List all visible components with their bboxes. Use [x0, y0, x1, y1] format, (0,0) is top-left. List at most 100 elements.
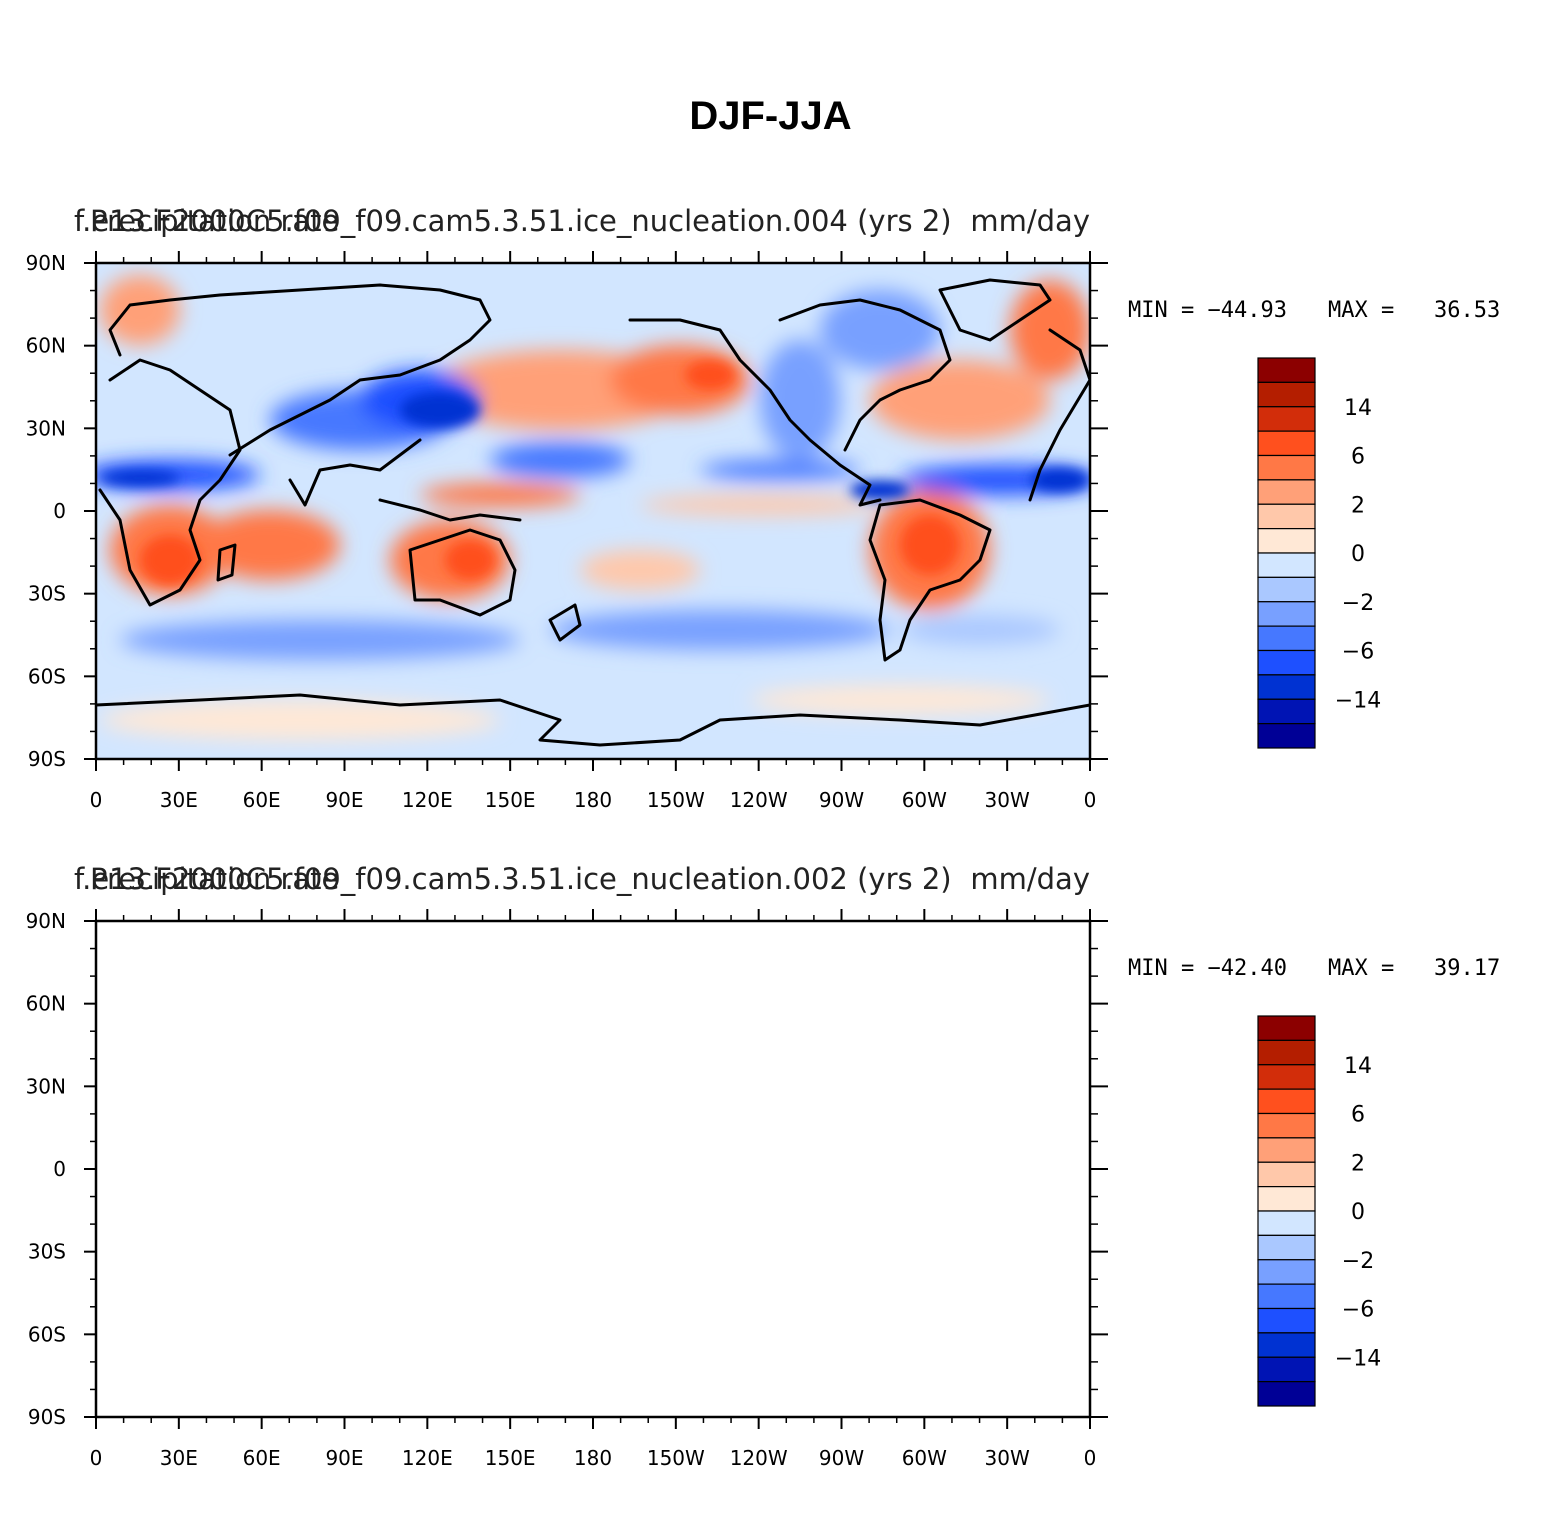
- colorbar-label: 6: [1351, 1103, 1365, 1128]
- panel-title-left: f.e13.F2000C5.f09_f09.cam5.3.51.ice_nucl…: [74, 204, 952, 238]
- max-value: MAX = 39.17: [1328, 956, 1500, 981]
- x-tick-label: 30W: [985, 788, 1030, 812]
- colorbar: 14 6 2 0 −2 −6 −14: [1257, 1015, 1381, 1407]
- precip-field: [80, 921, 1100, 1417]
- panel-title-overlay: Precipitation rate: [90, 862, 339, 896]
- colorbar-label: 14: [1344, 396, 1372, 421]
- coastlines: [96, 938, 1090, 1403]
- colorbar-cell: [1257, 1307, 1316, 1334]
- panel-bottom: 0 30E 60E 90E 120E 150E 180 150W 120W 90W 60W 30W 0 …: [26, 862, 1501, 1470]
- x-tick-label: 0: [1084, 1446, 1097, 1470]
- colorbar-cell: [1257, 1381, 1316, 1407]
- colorbar: 14 6 2 0 −2 −6 −14: [1257, 357, 1381, 749]
- colorbar-cell: [1257, 674, 1316, 700]
- colorbar-cell: [1257, 1332, 1316, 1358]
- colorbar-label: −14: [1335, 1346, 1381, 1371]
- y-tick-label: 90S: [28, 1405, 66, 1429]
- colorbar-cell: [1257, 381, 1316, 408]
- y-tick-label: 60S: [28, 1322, 66, 1346]
- colorbar-cell: [1257, 1088, 1316, 1115]
- colorbar-cell: [1257, 1210, 1316, 1236]
- x-tick-label: 150W: [647, 788, 705, 812]
- precip-field: [96, 263, 1090, 759]
- x-tick-label: 90E: [325, 788, 363, 812]
- y-tick-label: 30S: [28, 582, 66, 606]
- colorbar-cell: [1257, 503, 1316, 530]
- y-tick-label: 0: [53, 1157, 66, 1181]
- x-tick-label: 150W: [647, 1446, 705, 1470]
- colorbar-cell: [1257, 1137, 1316, 1163]
- panel-title-left: f.e13.F2000C5.f09_f09.cam5.3.51.ice_nucl…: [74, 862, 952, 896]
- colorbar-label: −2: [1342, 1249, 1374, 1274]
- y-tick-label: 90S: [28, 747, 66, 771]
- x-tick-label: 180: [574, 788, 612, 812]
- x-tick-label: 30W: [985, 1446, 1030, 1470]
- y-tick-labels: 90N 60N 30N 0 30S 60S 90S: [26, 251, 66, 771]
- x-tick-label: 90E: [325, 1446, 363, 1470]
- x-tick-label: 180: [574, 1446, 612, 1470]
- x-tick-label: 0: [1084, 788, 1097, 812]
- panel-units: mm/day: [970, 862, 1090, 896]
- colorbar-cell: [1257, 552, 1316, 578]
- y-tick-label: 30S: [28, 1240, 66, 1264]
- colorbar-cell: [1257, 1161, 1316, 1188]
- x-tick-label: 60W: [902, 1446, 947, 1470]
- colorbar-label: 14: [1344, 1054, 1372, 1079]
- axis-ticks: [84, 909, 1108, 1429]
- colorbar-cell: [1257, 1234, 1316, 1261]
- colorbar-cell: [1257, 406, 1316, 432]
- x-tick-label: 90W: [819, 788, 864, 812]
- x-tick-label: 60E: [243, 788, 281, 812]
- y-tick-label: 60S: [28, 664, 66, 688]
- coastlines: [96, 278, 1090, 747]
- colorbar-cell: [1257, 454, 1316, 481]
- colorbar-cell: [1257, 430, 1316, 457]
- min-value: MIN = −44.93: [1128, 298, 1287, 323]
- panel-title-overlay: Precipitation rate: [90, 204, 339, 238]
- colorbar-cell: [1257, 625, 1316, 652]
- x-tick-label: 30E: [160, 1446, 198, 1470]
- y-tick-label: 60N: [26, 334, 66, 358]
- colorbar-cell: [1257, 1064, 1316, 1090]
- x-tick-label: 0: [90, 788, 103, 812]
- max-value: MAX = 36.53: [1328, 298, 1500, 323]
- colorbar-label: −14: [1335, 688, 1381, 713]
- x-tick-label: 90W: [819, 1446, 864, 1470]
- colorbar-cell: [1257, 576, 1316, 603]
- x-tick-label: 150E: [485, 1446, 536, 1470]
- x-tick-label: 120W: [730, 1446, 788, 1470]
- y-tick-label: 90N: [26, 909, 66, 933]
- colorbar-cell: [1257, 649, 1316, 676]
- colorbar-cell: [1257, 1283, 1316, 1310]
- colorbar-cell: [1257, 357, 1316, 383]
- colorbar-label: 6: [1351, 445, 1365, 470]
- x-tick-labels: 0 30E 60E 90E 120E 150E 180 150W 120W 90W 60W 30W 0: [90, 788, 1097, 812]
- colorbar-cell: [1257, 1112, 1316, 1139]
- colorbar-label: 2: [1351, 493, 1365, 518]
- colorbar-label: −6: [1342, 640, 1374, 665]
- x-tick-label: 120E: [402, 1446, 453, 1470]
- x-tick-label: 60E: [243, 1446, 281, 1470]
- x-tick-labels: 0 30E 60E 90E 120E 150E 180 150W 120W 90W 60W 30W 0: [90, 1446, 1097, 1470]
- panel-units: mm/day: [970, 204, 1090, 238]
- x-tick-label: 60W: [902, 788, 947, 812]
- colorbar-cell: [1257, 601, 1316, 627]
- y-tick-label: 60N: [26, 992, 66, 1016]
- min-value: MIN = −42.40: [1128, 956, 1287, 981]
- colorbar-cell: [1257, 479, 1316, 505]
- y-tick-label: 30N: [26, 1074, 66, 1098]
- colorbar-cell: [1257, 1186, 1316, 1212]
- colorbar-label: 0: [1351, 542, 1365, 567]
- colorbar-label: 2: [1351, 1151, 1365, 1176]
- colorbar-cell: [1257, 723, 1316, 749]
- colorbar-cell: [1257, 1356, 1316, 1383]
- x-tick-label: 30E: [160, 788, 198, 812]
- y-tick-label: 30N: [26, 416, 66, 440]
- colorbar-label: −2: [1342, 591, 1374, 616]
- colorbar-label: 0: [1351, 1200, 1365, 1225]
- x-tick-label: 0: [90, 1446, 103, 1470]
- colorbar-cell: [1257, 1259, 1316, 1285]
- colorbar-cell: [1257, 1039, 1316, 1066]
- x-tick-label: 120E: [402, 788, 453, 812]
